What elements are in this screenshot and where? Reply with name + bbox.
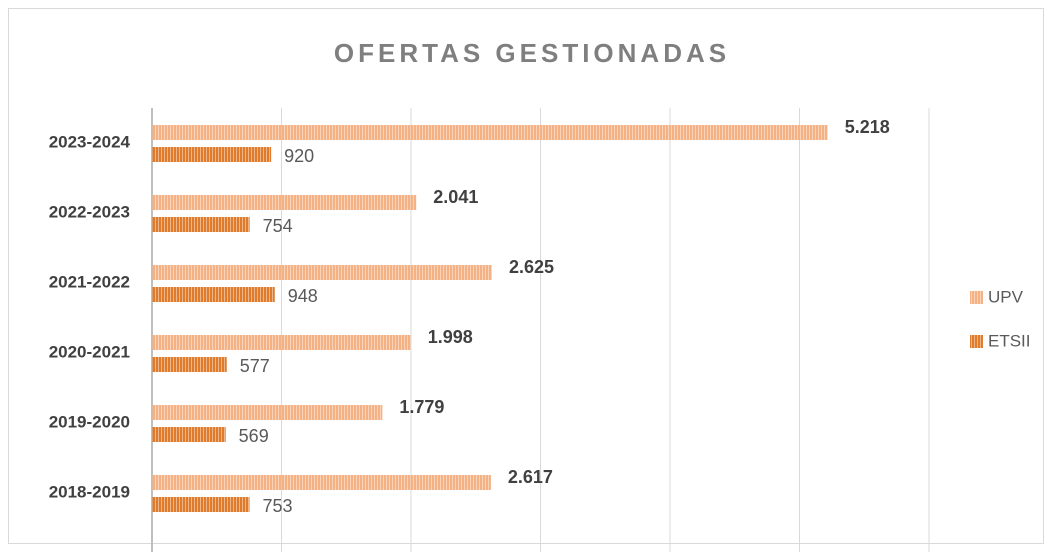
bar [152,405,383,420]
bar [152,497,250,512]
bar [152,287,275,302]
bar [152,195,417,210]
data-label: 1.998 [428,327,473,347]
bar [152,125,828,140]
y-tick-label: 2019-2020 [49,412,130,431]
bar [152,147,272,162]
bar [152,475,491,490]
y-tick-label: 2021-2022 [49,272,130,291]
data-label: 569 [239,426,269,446]
data-label: 2.617 [508,467,553,487]
bar [152,265,492,280]
legend-label: ETSII [988,331,1031,350]
legend-swatch [970,291,983,304]
data-label: 2.041 [433,187,478,207]
bar [152,357,227,372]
data-label: 753 [263,496,293,516]
data-label: 2.625 [509,257,554,277]
data-label: 754 [263,216,293,236]
bar [152,427,226,442]
data-label: 577 [240,356,270,376]
bar [152,217,250,232]
data-label: 948 [288,286,318,306]
y-tick-label: 2018-2019 [49,482,130,501]
data-label: 1.779 [399,397,444,417]
legend-label: UPV [988,287,1024,306]
data-label: 920 [284,146,314,166]
y-tick-label: 2020-2021 [49,342,130,361]
bar [152,335,411,350]
y-tick-label: 2022-2023 [49,202,130,221]
y-tick-label: 2023-2024 [49,132,131,151]
chart-title: OFERTAS GESTIONADAS [334,38,730,68]
data-label: 5.218 [845,117,890,137]
legend-swatch [970,335,983,348]
